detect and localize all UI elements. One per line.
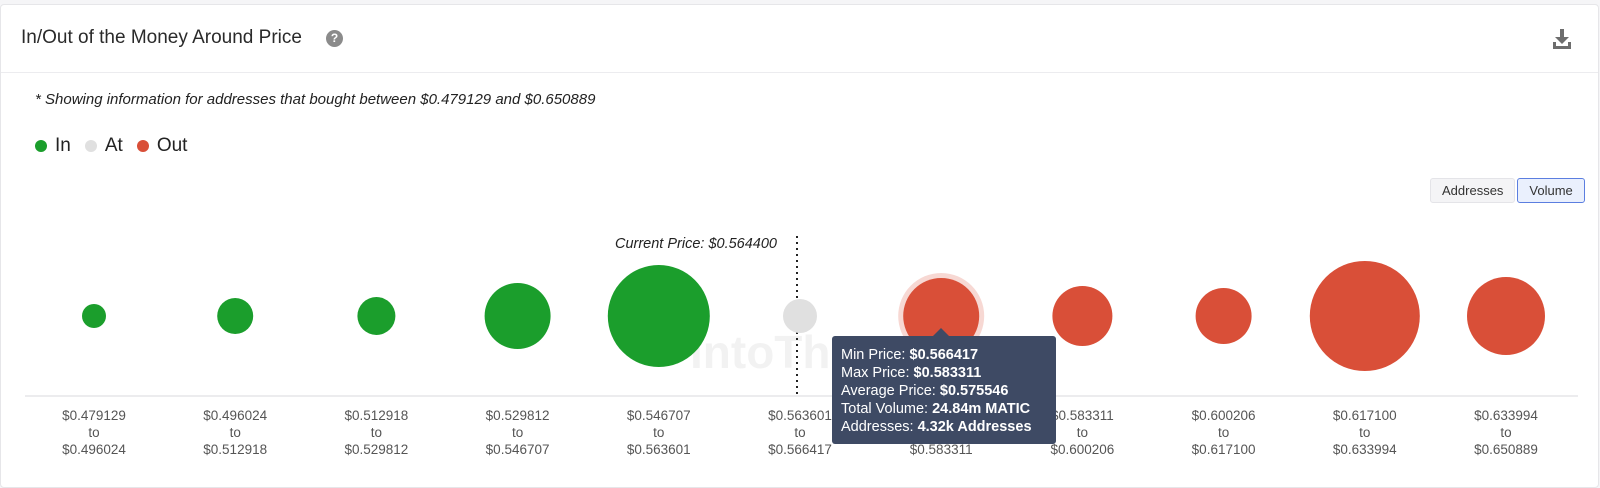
tick-label-10-from: $0.617100 (1333, 408, 1397, 423)
tick-label-11-to-word: to (1500, 425, 1511, 440)
legend-dot-in (35, 140, 47, 152)
bubble-7[interactable] (903, 278, 980, 354)
bubble-5[interactable] (607, 265, 710, 367)
tick-label-2-from: $0.496024 (203, 408, 267, 423)
tooltip-addr-row: Addresses: 4.32k Addresses (841, 418, 1047, 436)
tick-label-5-to-word: to (653, 425, 664, 440)
bubble-10[interactable] (1309, 261, 1420, 371)
tick-label-5-from: $0.546707 (627, 408, 691, 423)
tooltip-max-value: $0.583311 (913, 365, 982, 381)
tick-label-2-to: $0.512918 (203, 442, 267, 457)
legend-item-out[interactable]: Out (136, 135, 188, 157)
tick-label-9-to-word: to (1218, 425, 1229, 440)
tooltip-min-label: Min Price: (841, 347, 906, 363)
tooltip-min-value: $0.566417 (909, 347, 979, 363)
legend-item-at[interactable]: At (84, 135, 123, 157)
tooltip-min-row: Min Price: $0.566417 (841, 346, 1047, 364)
legend-item-in[interactable]: In (35, 135, 71, 157)
question-circle-icon[interactable]: ? (326, 30, 343, 47)
bubble-11[interactable] (1467, 277, 1545, 355)
bubble-3[interactable] (357, 297, 396, 335)
tick-label-5-to: $0.563601 (627, 442, 691, 457)
tick-label-6-to: $0.566417 (768, 442, 832, 457)
tick-label-4-from: $0.529812 (486, 408, 550, 423)
metric-toggle: Addresses Volume (1430, 178, 1585, 203)
legend-label-out: Out (156, 135, 188, 156)
tick-label-4-to-word: to (512, 425, 523, 440)
bubble-1[interactable] (82, 304, 106, 328)
tooltip-avg-value: $0.575546 (939, 383, 1009, 399)
tick-label-1-to-word: to (88, 425, 99, 440)
tick-label-8-to: $0.600206 (1050, 442, 1114, 457)
tooltip-vol-value: 24.84m MATIC (932, 401, 1031, 417)
tick-label-8-to-word: to (1077, 425, 1088, 440)
bubble-2[interactable] (217, 298, 254, 334)
tooltip-arrow (932, 328, 950, 337)
tooltip-addr-value: 4.32k Addresses (917, 419, 1032, 435)
tick-label-6-to-word: to (794, 425, 805, 440)
bubble-4[interactable] (484, 283, 551, 349)
tick-label-1-from: $0.479129 (62, 408, 126, 423)
tick-label-7-to: $0.583311 (910, 442, 973, 457)
tick-label-6-from: $0.563601 (768, 408, 832, 423)
tooltip-vol-row: Total Volume: 24.84m MATIC (841, 400, 1047, 418)
tick-label-9-to: $0.617100 (1192, 442, 1256, 457)
volume-button[interactable]: Volume (1517, 178, 1585, 203)
tick-label-2-to-word: to (230, 425, 241, 440)
tooltip-max-row: Max Price: $0.583311 (841, 364, 1047, 382)
tooltip-avg-label: Average Price: (841, 383, 936, 399)
bubble-8[interactable] (1052, 286, 1113, 346)
bubble-9[interactable] (1195, 288, 1252, 344)
current-price-label: Current Price: $0.564400 (615, 236, 777, 252)
tick-label-3-to: $0.529812 (344, 442, 408, 457)
legend-dot-at (84, 140, 97, 152)
tick-label-11-from: $0.633994 (1474, 408, 1538, 423)
bubble-6[interactable] (783, 299, 817, 333)
info-note: * Showing information for addresses that… (35, 91, 596, 108)
tick-label-10-to-word: to (1359, 425, 1370, 440)
tick-label-1-to: $0.496024 (62, 442, 126, 457)
watermark: IntoThe (690, 326, 856, 378)
tick-label-9-from: $0.600206 (1192, 408, 1256, 423)
tick-label-11-to: $0.650889 (1474, 442, 1538, 457)
page-title: In/Out of the Money Around Price (21, 27, 302, 48)
download-icon[interactable] (1550, 27, 1574, 51)
tick-label-3-from: $0.512918 (344, 408, 408, 423)
legend: In At Out (35, 135, 201, 157)
chart-card: In/Out of the Money Around Price ? * Sho… (0, 4, 1599, 488)
tick-label-4-to: $0.546707 (486, 442, 550, 457)
tooltip: Min Price: $0.566417 Max Price: $0.58331… (832, 336, 1056, 444)
tooltip-max-label: Max Price: (841, 365, 910, 381)
tooltip-avg-row: Average Price: $0.575546 (841, 382, 1047, 400)
tick-labels-group: $0.479129 to $0.496024 $0.496024 to $0.512918… (62, 408, 1538, 457)
tick-label-3-to-word: to (371, 425, 382, 440)
tick-label-8-from: $0.583311 (1051, 408, 1114, 423)
addresses-button[interactable]: Addresses (1430, 178, 1516, 203)
card-header: In/Out of the Money Around Price ? (1, 5, 1598, 73)
tooltip-addr-label: Addresses: (841, 419, 914, 435)
legend-label-at: At (104, 135, 123, 156)
legend-label-in: In (55, 135, 71, 156)
tick-label-10-to: $0.633994 (1333, 442, 1397, 457)
tooltip-vol-label: Total Volume: (841, 401, 929, 417)
legend-dot-out (136, 140, 149, 152)
